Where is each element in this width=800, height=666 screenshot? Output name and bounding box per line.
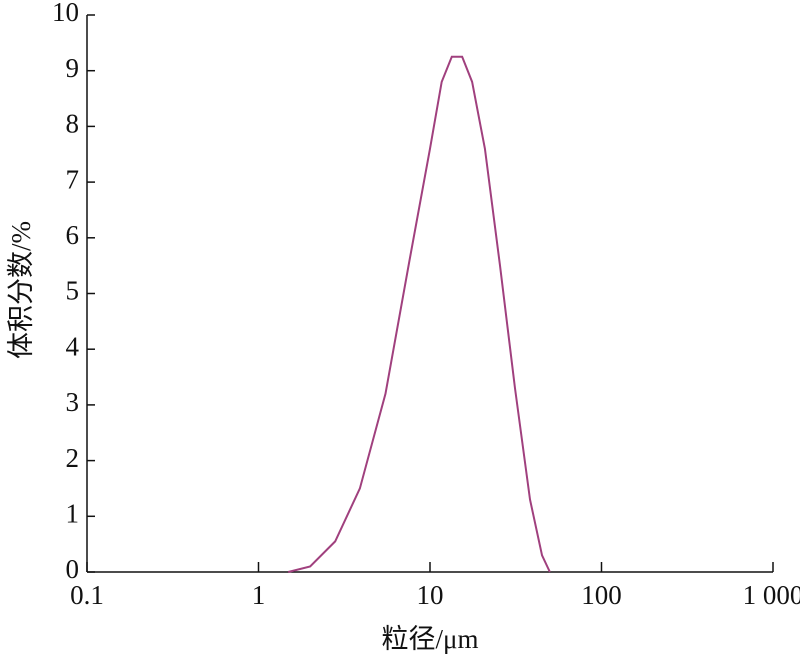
y-tick-label: 3 bbox=[66, 387, 80, 417]
x-axis-label: 粒径/μm bbox=[382, 624, 479, 654]
y-tick-label: 8 bbox=[66, 109, 80, 139]
y-tick-label: 10 bbox=[52, 0, 79, 27]
y-tick-label: 4 bbox=[66, 331, 80, 361]
y-tick-label: 2 bbox=[66, 443, 80, 473]
x-tick-label: 0.1 bbox=[70, 580, 104, 610]
y-tick-label: 1 bbox=[66, 499, 80, 529]
data-line bbox=[287, 55, 551, 573]
y-tick-label: 9 bbox=[66, 53, 80, 83]
x-tick-label: 100 bbox=[581, 580, 622, 610]
y-tick-label: 7 bbox=[66, 164, 80, 194]
x-tick-label: 1 000 bbox=[743, 580, 800, 610]
y-axis-label: 体积分数/% bbox=[6, 221, 36, 359]
x-tick-label: 10 bbox=[417, 580, 444, 610]
y-tick-label: 0 bbox=[66, 554, 80, 584]
y-tick-label: 5 bbox=[66, 276, 80, 306]
y-tick-label: 6 bbox=[66, 220, 80, 250]
x-tick-label: 1 bbox=[252, 580, 266, 610]
